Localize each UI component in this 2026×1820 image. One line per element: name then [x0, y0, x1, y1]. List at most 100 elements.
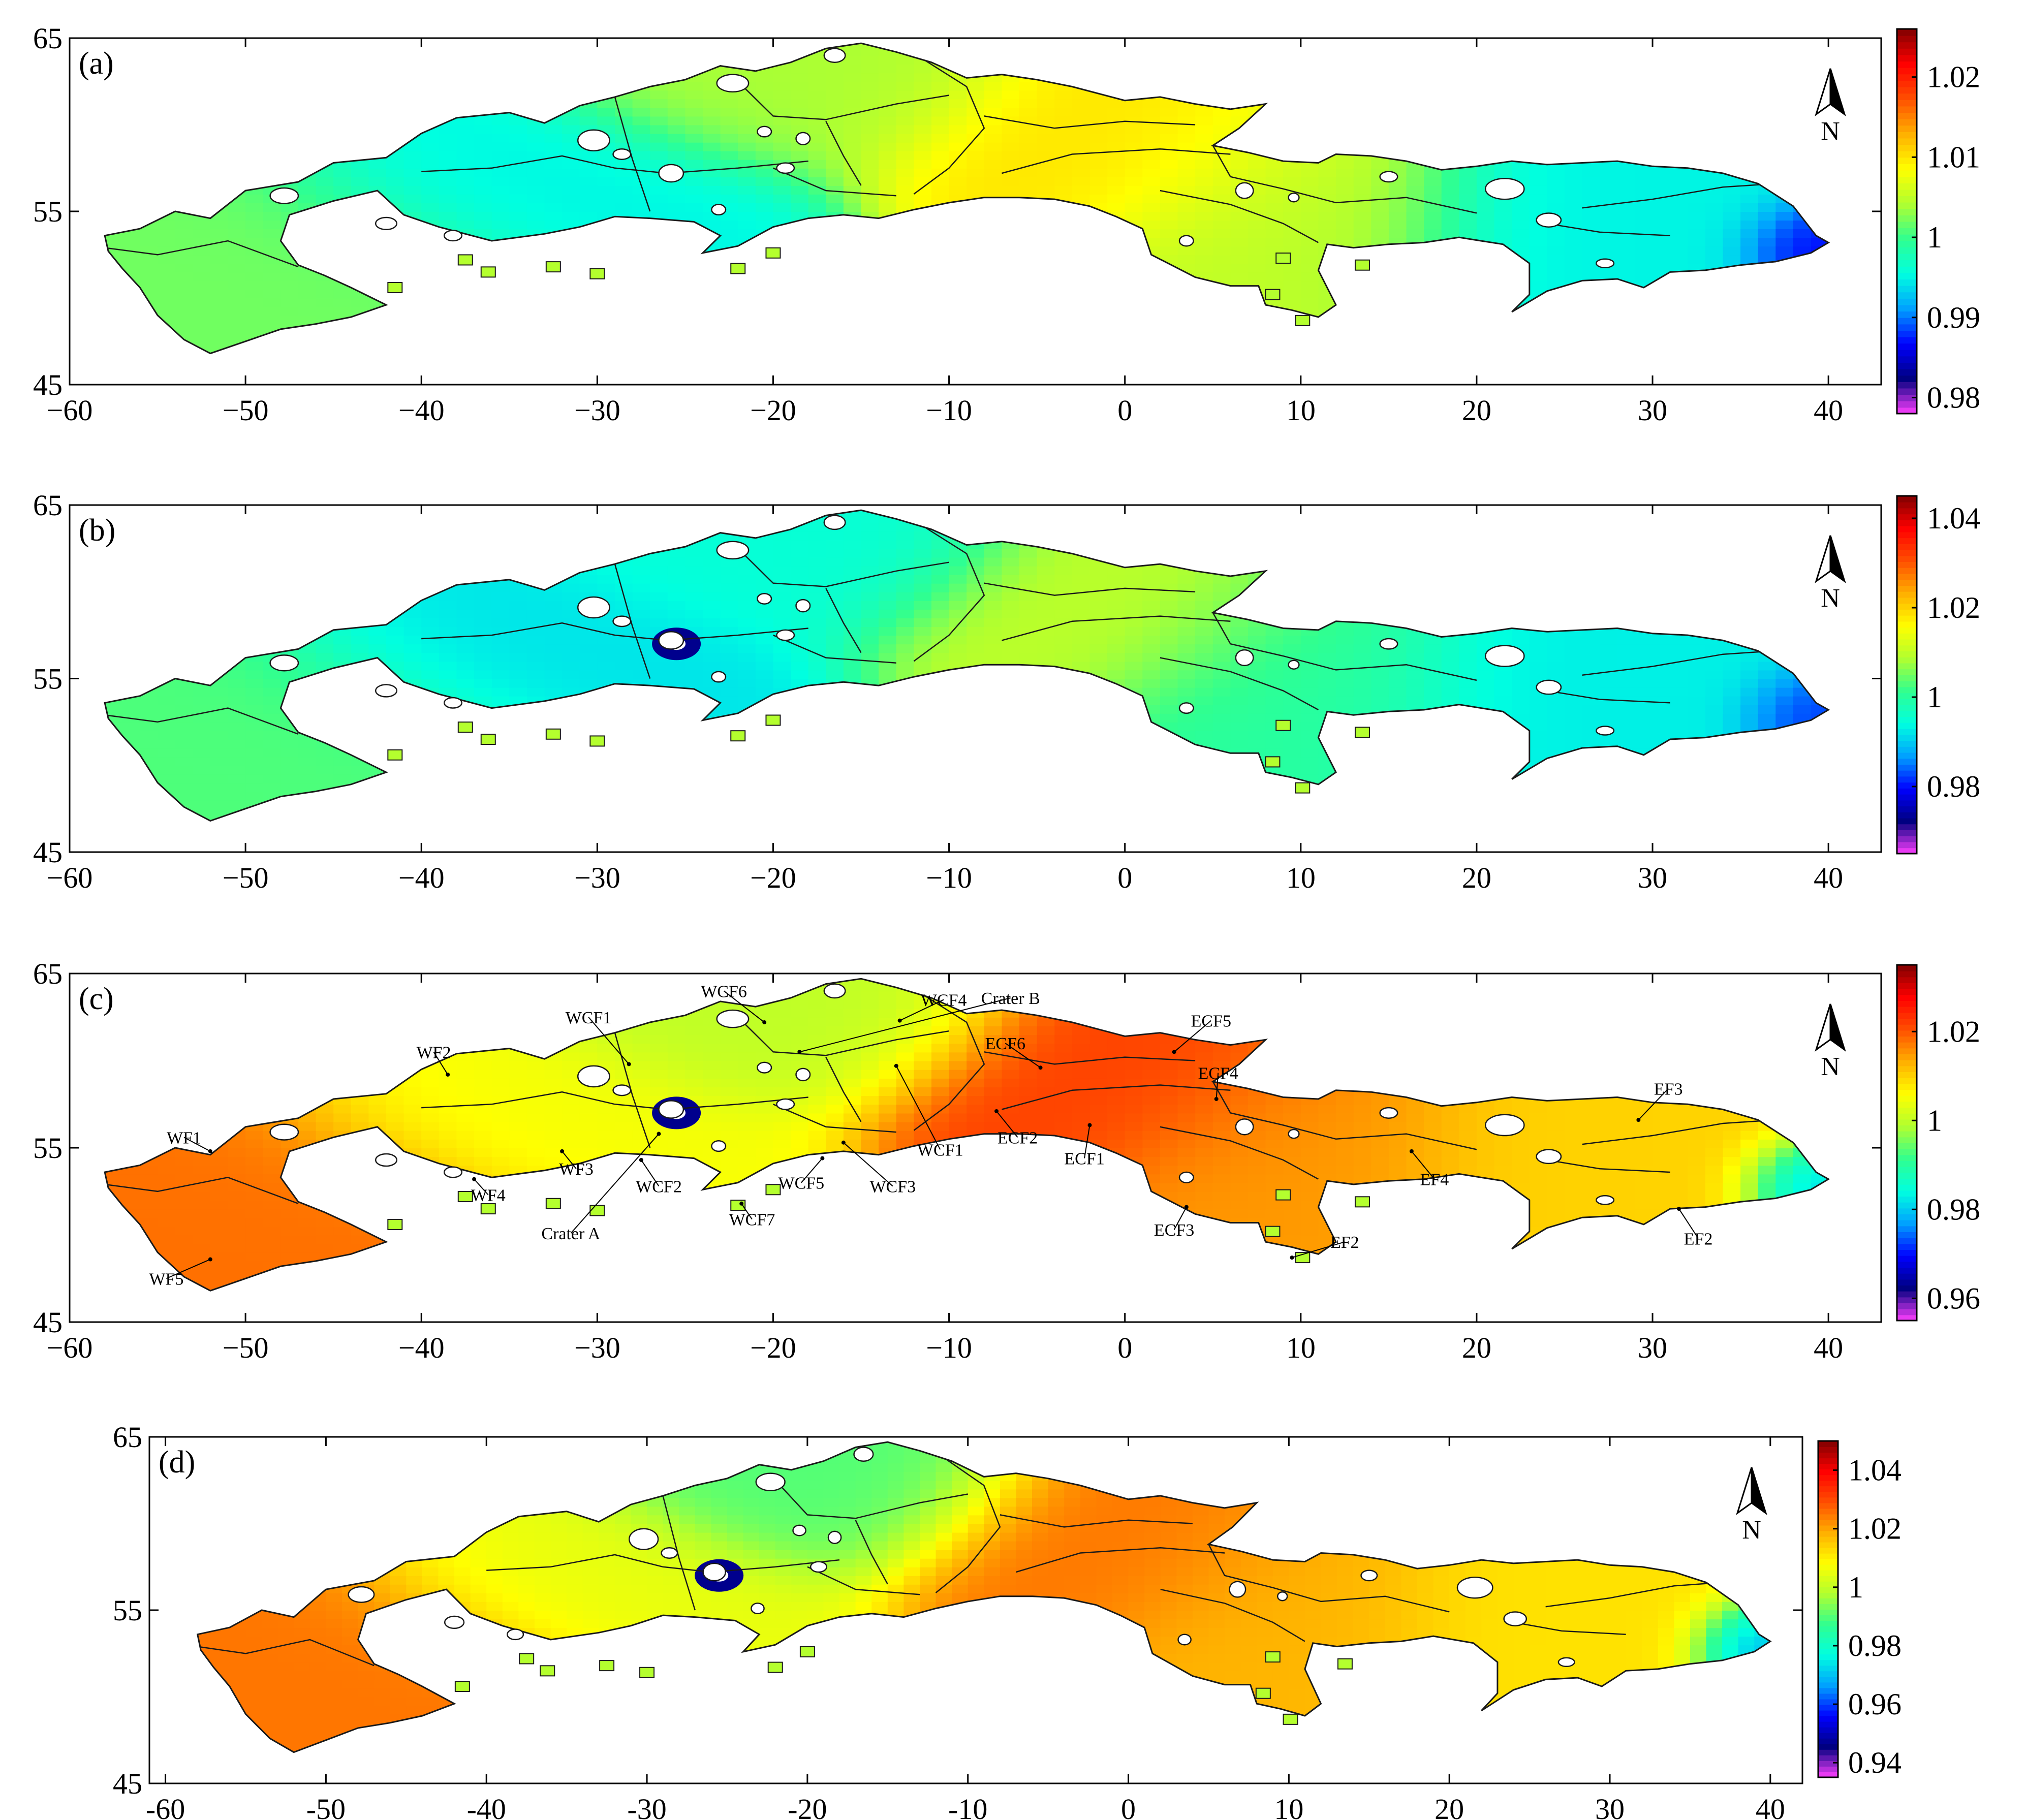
heat-cell	[368, 142, 387, 151]
heat-cell	[1212, 255, 1231, 264]
heat-cell	[263, 55, 282, 65]
heat-cell	[1441, 150, 1460, 160]
heat-cell	[175, 618, 194, 627]
heat-cell	[1441, 298, 1460, 307]
heat-cell	[175, 73, 194, 82]
heat-cell	[1002, 194, 1020, 203]
heat-cell	[1617, 359, 1636, 368]
heat-cell	[1142, 81, 1161, 91]
heat-cell	[298, 306, 317, 316]
heat-cell	[351, 185, 369, 195]
heat-cell	[175, 229, 194, 238]
heat-cell	[703, 47, 721, 56]
heat-cell	[1125, 298, 1143, 307]
heat-cell	[1407, 367, 1425, 376]
heat-cell	[175, 670, 194, 679]
heat-cell	[1582, 194, 1601, 203]
heat-cell	[703, 359, 721, 368]
heat-cell	[1846, 81, 1864, 90]
heat-cell	[1582, 306, 1601, 316]
heat-cell	[791, 150, 809, 160]
heat-cell	[140, 574, 158, 584]
heat-cell	[931, 185, 950, 195]
heat-cell	[1705, 159, 1724, 169]
heat-cell	[245, 64, 264, 74]
heat-cell	[193, 315, 211, 325]
heat-cell	[1388, 263, 1407, 273]
heat-cell	[210, 176, 229, 186]
heat-cell	[1863, 38, 1882, 47]
heat-cell	[333, 583, 352, 592]
heat-cell	[1177, 185, 1196, 195]
heat-cell	[1248, 90, 1266, 100]
heat-cell	[615, 246, 633, 256]
heat-cell	[333, 644, 352, 653]
heat-cell	[1318, 64, 1336, 74]
heat-cell	[984, 133, 1003, 143]
heat-cell	[491, 246, 510, 256]
heat-cell	[333, 107, 352, 117]
heat-cell	[1107, 168, 1126, 177]
heat-cell	[984, 81, 1003, 91]
heat-cell	[298, 522, 317, 532]
heat-cell	[386, 176, 404, 186]
heat-cell	[70, 307, 88, 316]
heat-cell	[1863, 185, 1882, 195]
heat-cell	[1107, 272, 1126, 281]
heat-cell	[1107, 220, 1126, 230]
heat-cell	[1406, 306, 1425, 316]
heat-cell	[703, 376, 721, 385]
heat-cell	[526, 255, 545, 264]
heat-cell	[808, 237, 827, 247]
heat-cell	[280, 90, 299, 100]
hole	[1536, 212, 1562, 228]
heat-cell	[1142, 168, 1161, 177]
heat-cell	[351, 591, 369, 601]
heat-cell	[70, 687, 88, 697]
heat-cell	[544, 246, 563, 256]
heat-cell	[210, 55, 229, 65]
heat-cell	[1617, 142, 1636, 151]
heat-cell	[122, 64, 141, 74]
heat-cell	[1775, 185, 1794, 195]
heat-cell	[1300, 246, 1319, 256]
heat-cell	[650, 298, 668, 307]
heat-cell	[1705, 176, 1724, 186]
heat-cell	[1353, 341, 1372, 351]
region-boundary	[614, 97, 651, 212]
heat-cell	[1212, 107, 1231, 117]
heat-cell	[1670, 272, 1689, 281]
heat-cell	[755, 237, 774, 247]
heat-cell	[386, 81, 404, 91]
heat-cell	[386, 237, 404, 247]
heat-cell	[1371, 43, 1389, 48]
heat-cell	[1424, 64, 1442, 74]
heat-cell	[1248, 64, 1266, 74]
heat-cell	[1002, 81, 1020, 91]
heat-cell	[1177, 298, 1196, 307]
heat-cell	[298, 237, 317, 247]
heat-cell	[773, 350, 792, 354]
heat-cell	[1476, 341, 1495, 351]
heat-cell	[1600, 133, 1618, 143]
heat-cell	[526, 55, 545, 65]
heat-cell	[1529, 43, 1548, 48]
heat-cell	[70, 237, 88, 246]
heat-cell	[122, 324, 141, 333]
heat-cell	[667, 90, 686, 100]
heat-cell	[1441, 176, 1460, 186]
heat-cell	[228, 704, 246, 714]
heat-cell	[368, 721, 387, 731]
heat-cell	[1758, 81, 1776, 91]
heat-cell	[667, 350, 686, 354]
heat-cell	[140, 644, 158, 653]
heat-cell	[650, 107, 668, 117]
heat-cell	[1653, 168, 1671, 177]
heat-cell	[632, 341, 651, 351]
heat-cell	[158, 757, 176, 766]
heat-cell	[1125, 64, 1143, 74]
heat-cell	[1037, 150, 1055, 160]
heat-cell	[1248, 47, 1266, 56]
heat-cell	[1811, 176, 1829, 186]
heat-cell	[1142, 99, 1161, 108]
